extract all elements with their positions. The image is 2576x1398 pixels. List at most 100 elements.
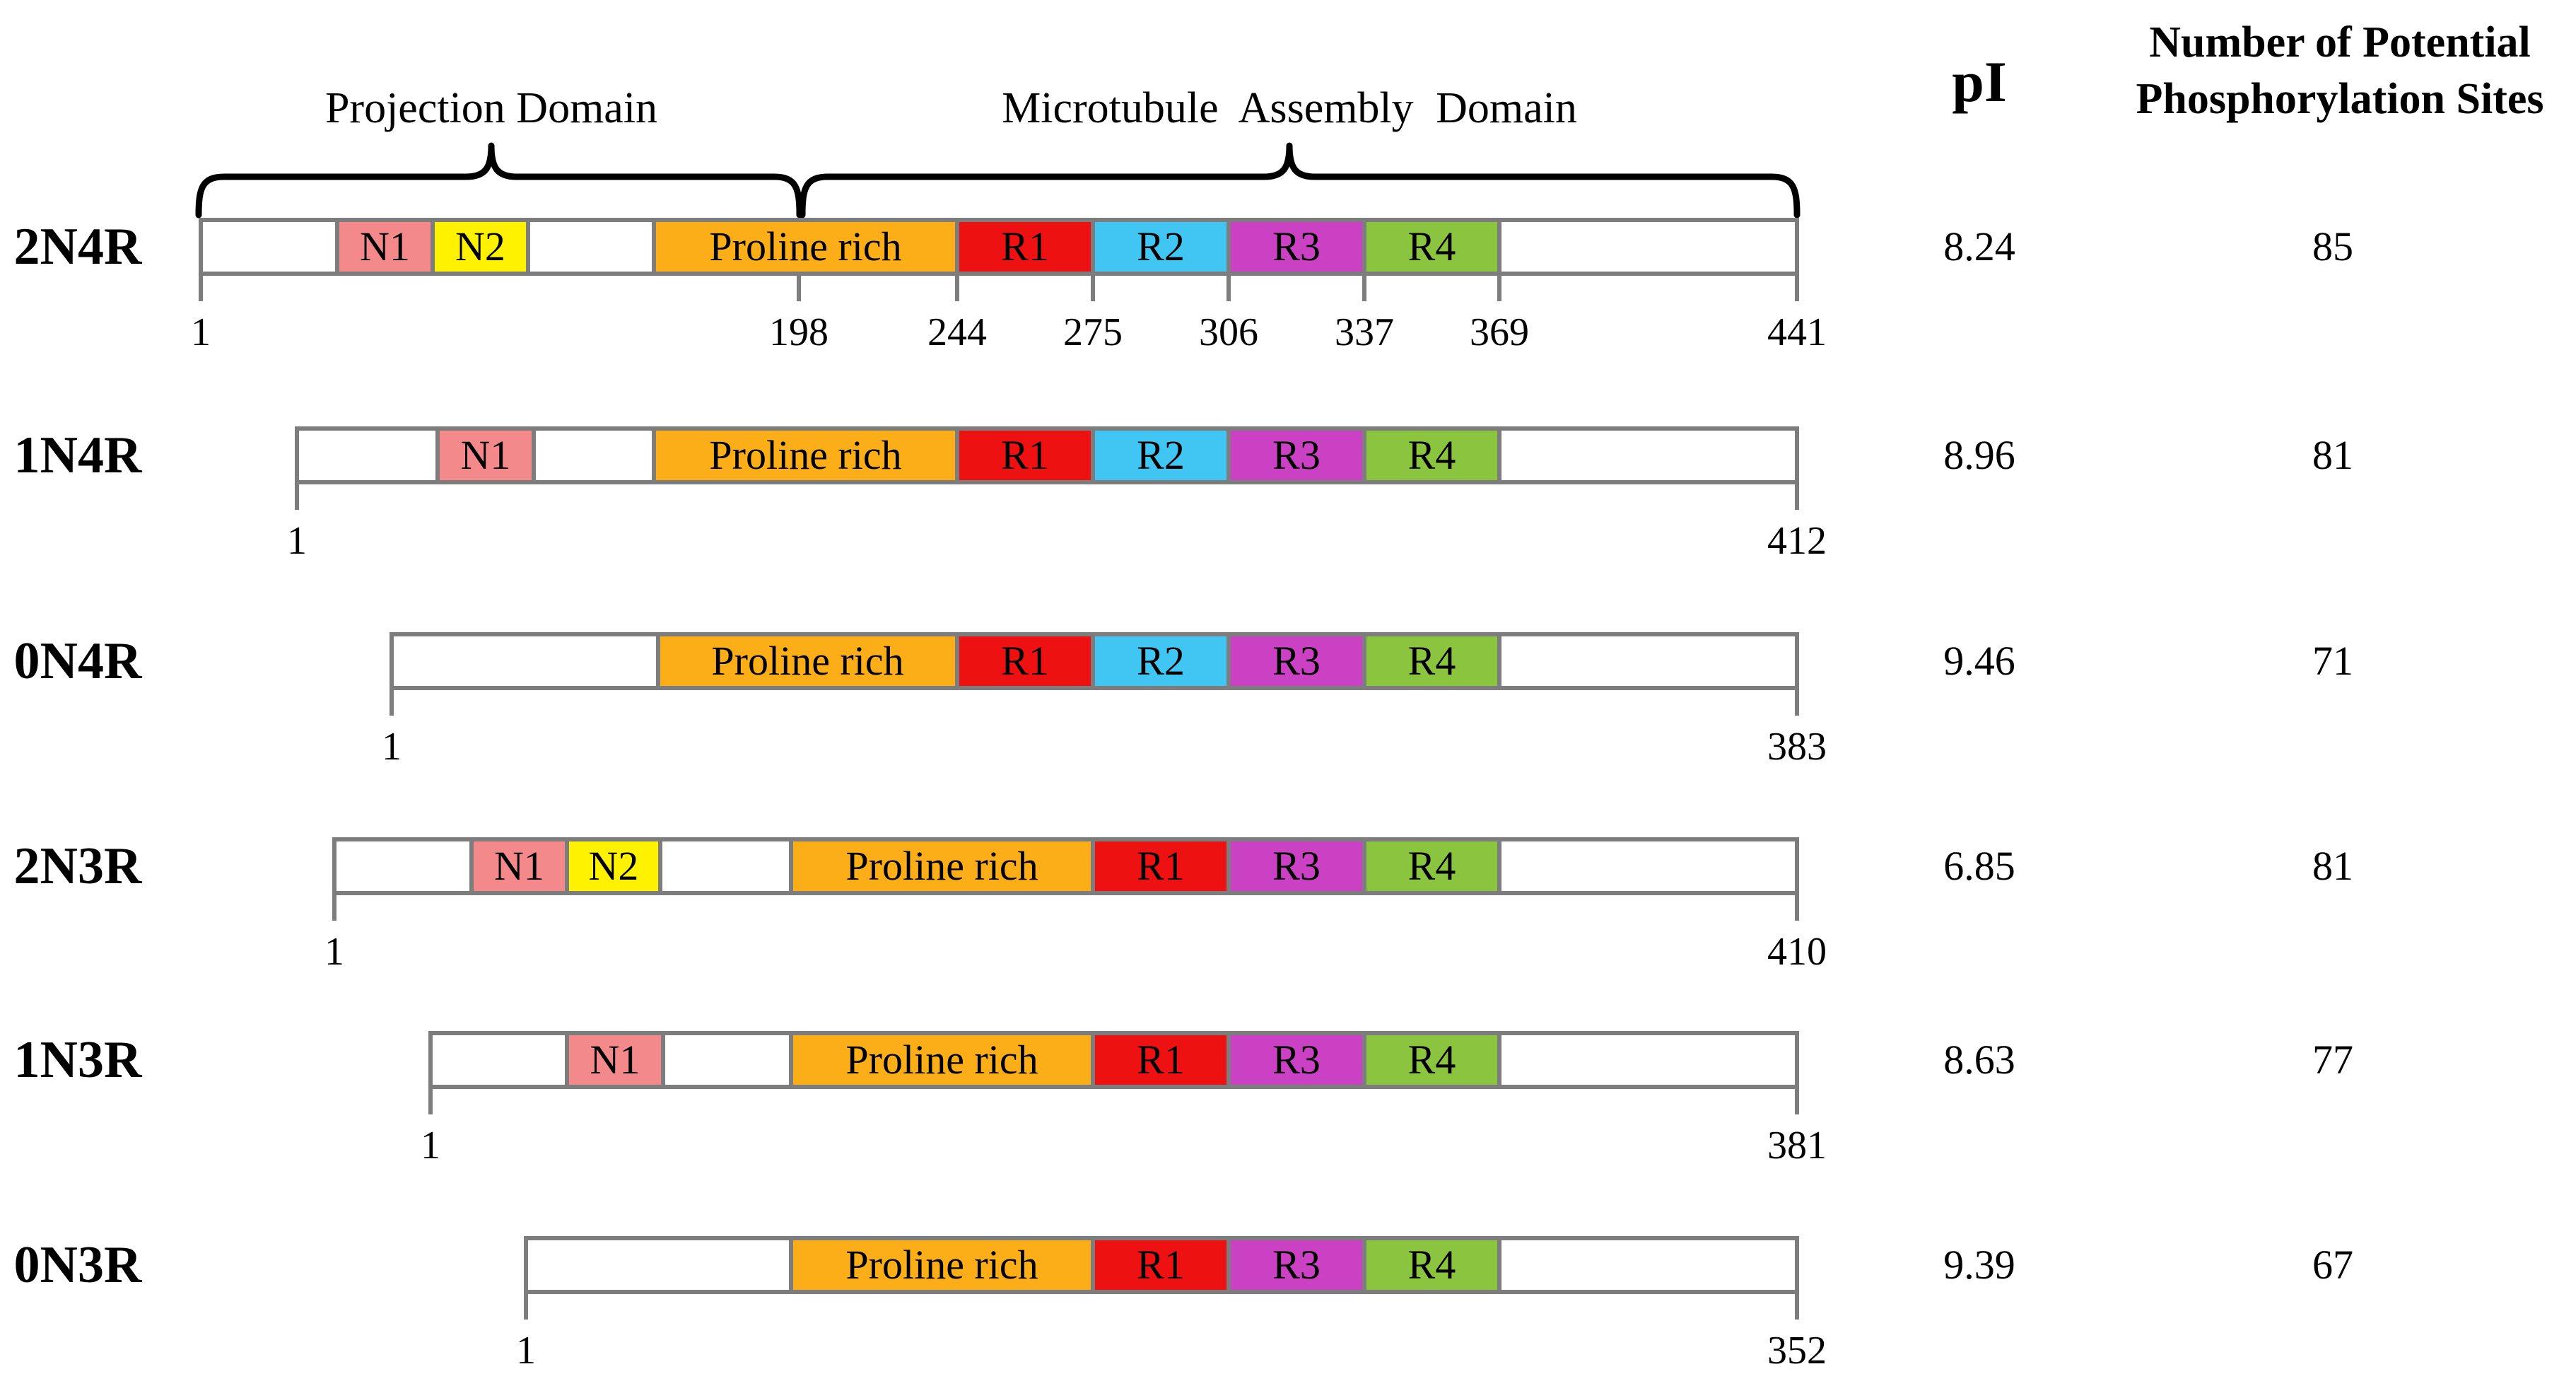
pi-value-2N3R: 6.85 [1943,843,2015,889]
domain-label-R1: R1 [1137,1242,1185,1288]
domain-segment-c-terminus [1501,1035,1795,1085]
domain-label-R4: R4 [1407,1037,1456,1083]
domain-segment-mid [662,841,789,891]
domain-segment-N1: N1 [440,431,532,480]
domain-segment-c-terminus [1501,636,1795,686]
isoform-bar-0N3R: Proline rich R1 R3 R4 [524,1236,1799,1294]
domain-segment-mid [530,222,652,272]
isoform-name-2N3R: 2N3R [13,837,142,895]
domain-segment-R4: R4 [1366,431,1497,480]
domain-label-proline-rich: Proline rich [845,1242,1038,1288]
pi-value-1N3R: 8.63 [1943,1037,2015,1083]
domain-label-R4: R4 [1407,432,1456,478]
projection-domain-brace [195,142,803,219]
domain-segment-R2: R2 [1095,636,1226,686]
residue-number-2N3R-410: 410 [1767,930,1827,974]
residue-tick-2N4R-306 [1226,276,1231,301]
domain-segment-proline-rich: Proline rich [793,1240,1091,1290]
domain-segment-n-terminus [336,841,469,891]
domain-label-R1: R1 [1001,638,1049,684]
domain-segment-n-terminus [203,222,335,272]
residue-tick-0N3R-1 [524,1294,528,1320]
domain-label-N1: N1 [590,1037,640,1083]
isoform-bar-2N3R: N1 N2 Proline rich R1 R3 R4 [332,837,1799,895]
domain-segment-c-terminus [1501,841,1795,891]
residue-number-0N4R-1: 1 [382,725,402,769]
residue-tick-2N4R-198 [797,276,801,301]
domain-segment-R4: R4 [1366,222,1497,272]
isoform-bar-2N4R: N1 N2 Proline rich R1 R2 R3 R4 [199,218,1799,276]
domain-segment-proline-rich: Proline rich [793,1035,1091,1085]
residue-number-1N4R-1: 1 [287,519,307,563]
isoform-name-1N4R: 1N4R [13,426,142,484]
domain-segment-proline-rich: Proline rich [656,222,955,272]
domain-label-R1: R1 [1001,223,1049,269]
domain-segment-proline-rich: Proline rich [660,636,955,686]
pi-value-0N3R: 9.39 [1943,1242,2015,1288]
domain-label-proline-rich: Proline rich [845,843,1038,889]
sites-value-2N3R: 81 [2312,843,2353,889]
residue-tick-1N3R-1 [428,1089,433,1114]
domain-segment-R1: R1 [959,222,1091,272]
domain-segment-R2: R2 [1095,222,1226,272]
sites-value-1N3R: 77 [2312,1037,2353,1083]
domain-segment-R3: R3 [1231,222,1362,272]
domain-label-R4: R4 [1407,1242,1456,1288]
domain-label-R3: R3 [1272,638,1321,684]
domain-segment-R3: R3 [1231,431,1362,480]
isoform-bar-0N4R: Proline rich R1 R2 R3 R4 [390,632,1799,690]
domain-label-proline-rich: Proline rich [711,638,904,684]
domain-label-N1: N1 [494,843,544,889]
domain-segment-R4: R4 [1366,636,1497,686]
domain-label-R4: R4 [1407,843,1456,889]
domain-segment-N2: N2 [435,222,526,272]
domain-segment-N1: N1 [339,222,431,272]
domain-label-R2: R2 [1137,432,1185,478]
domain-segment-proline-rich: Proline rich [656,431,955,480]
domain-label-R3: R3 [1272,223,1321,269]
domain-label-proline-rich: Proline rich [709,223,902,269]
domain-label-R1: R1 [1137,843,1185,889]
domain-label-proline-rich: Proline rich [709,432,902,478]
residue-number-2N4R-441: 441 [1767,310,1827,354]
domain-segment-R1: R1 [959,431,1091,480]
sites-value-1N4R: 81 [2312,432,2353,478]
residue-tick-1N4R-412 [1795,484,1799,510]
sites-column-header: Number of Potential Phosphorylation Site… [2071,14,2576,127]
domain-segment-n-terminus [299,431,435,480]
domain-label-R4: R4 [1407,638,1456,684]
residue-number-2N3R-1: 1 [324,930,344,974]
isoform-bar-1N4R: N1 Proline rich R1 R2 R3 R4 [295,426,1799,484]
domain-segment-c-terminus [1501,431,1795,480]
sites-value-2N4R: 85 [2312,223,2353,269]
projection-domain-label: Projection Domain [324,84,658,132]
domain-segment-R3: R3 [1231,1035,1362,1085]
residue-number-2N4R-369: 369 [1470,310,1529,354]
residue-number-0N3R-1: 1 [516,1329,536,1373]
residue-tick-1N4R-1 [295,484,299,510]
isoform-name-1N3R: 1N3R [13,1031,142,1089]
residue-tick-2N4R-337 [1362,276,1366,301]
domain-label-R1: R1 [1001,432,1049,478]
domain-segment-R4: R4 [1366,1240,1497,1290]
domain-label-R3: R3 [1272,1242,1321,1288]
pi-value-2N4R: 8.24 [1943,223,2015,269]
domain-segment-R1: R1 [959,636,1091,686]
domain-label-R4: R4 [1407,223,1456,269]
isoform-name-2N4R: 2N4R [13,218,142,276]
pi-column-header: pI [1952,49,2007,114]
domain-segment-R3: R3 [1231,1240,1362,1290]
residue-tick-2N4R-1 [199,276,203,301]
domain-label-R3: R3 [1272,843,1321,889]
residue-number-2N4R-198: 198 [769,310,829,354]
residue-number-1N3R-381: 381 [1767,1124,1827,1167]
domain-segment-N2: N2 [569,841,658,891]
domain-label-N2: N2 [588,843,639,889]
pi-value-0N4R: 9.46 [1943,638,2015,684]
microtubule-assembly-domain-label: Microtubule Assembly Domain [1002,84,1577,132]
residue-tick-2N3R-1 [332,895,336,921]
domain-segment-R1: R1 [1095,841,1226,891]
domain-segment-proline-rich: Proline rich [793,841,1091,891]
